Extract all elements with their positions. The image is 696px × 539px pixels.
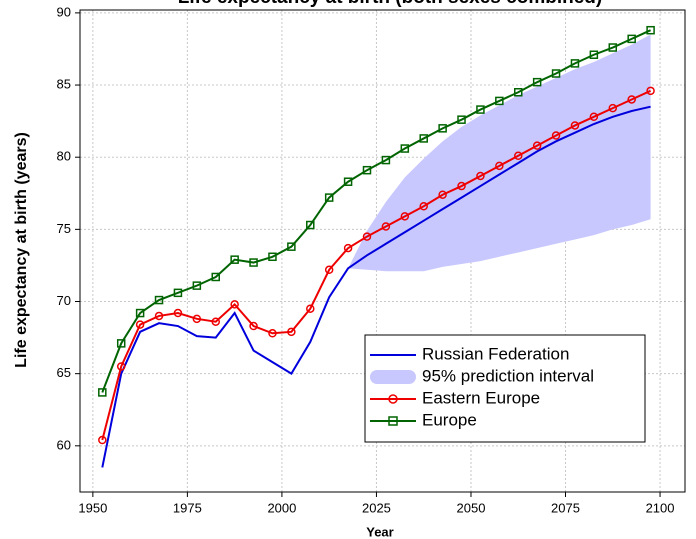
marker (589, 112, 599, 122)
marker (589, 50, 599, 59)
marker (419, 202, 428, 211)
marker (135, 320, 145, 329)
legend-swatch (370, 370, 416, 384)
legend-marker (388, 416, 398, 426)
plot-border (79, 9, 686, 493)
marker (438, 124, 447, 133)
marker (230, 255, 239, 264)
marker (570, 59, 580, 68)
marker (192, 314, 202, 324)
marker (457, 181, 466, 191)
marker (400, 212, 410, 221)
marker (287, 327, 296, 337)
marker (192, 281, 202, 290)
y-tick-label: 85 (57, 76, 71, 91)
marker (268, 329, 277, 338)
marker (646, 86, 655, 96)
marker (306, 220, 315, 230)
marker (438, 190, 447, 199)
marker (362, 232, 372, 241)
marker (495, 96, 504, 106)
marker (173, 288, 183, 298)
legend-label: Europe (422, 410, 477, 429)
marker (400, 144, 410, 153)
marker (513, 88, 523, 97)
marker (173, 308, 183, 318)
marker (116, 362, 126, 371)
x-tick-label: 2050 (457, 500, 486, 515)
marker (343, 177, 353, 186)
y-tick-label: 70 (57, 293, 71, 308)
marker (249, 258, 258, 267)
x-tick-label: 1950 (78, 500, 107, 515)
marker (608, 43, 618, 52)
y-tick-label: 80 (57, 149, 71, 164)
legend-label: Russian Federation (422, 344, 569, 363)
y-axis-label: Life expectancy at birth (years) (13, 132, 30, 368)
marker (249, 321, 258, 331)
y-tick-label: 60 (57, 437, 71, 452)
marker (211, 317, 220, 326)
y-tick-label: 65 (57, 365, 71, 380)
marker (627, 95, 636, 104)
marker (135, 308, 145, 318)
marker (362, 165, 372, 175)
x-tick-label: 2025 (362, 500, 391, 515)
marker (116, 339, 126, 348)
series-line (101, 105, 651, 468)
legend: Russian Federation 95% prediction interva… (364, 334, 646, 443)
legend-label: 95% prediction interval (422, 366, 594, 385)
x-tick-label: 2075 (551, 500, 580, 515)
marker (551, 131, 561, 140)
x-tick-label: 2000 (267, 500, 296, 515)
marker (381, 155, 391, 165)
y-tick-label: 90 (57, 4, 71, 19)
marker (627, 34, 636, 44)
marker (551, 69, 561, 78)
marker (646, 25, 655, 35)
marker (532, 77, 542, 87)
marker (306, 304, 315, 313)
marker (513, 151, 523, 161)
marker (476, 171, 485, 181)
marker (419, 134, 428, 143)
marker (570, 121, 580, 130)
legend-box (364, 334, 646, 443)
marker (324, 265, 334, 275)
marker (268, 252, 277, 262)
marker (608, 103, 618, 113)
x-tick-label: 2100 (646, 500, 675, 515)
legend-marker (388, 394, 398, 404)
marker (98, 388, 107, 397)
marker (324, 193, 334, 202)
prediction-interval (348, 34, 651, 272)
x-axis-label: Year (366, 524, 393, 539)
marker (476, 105, 485, 114)
marker (343, 243, 353, 253)
chart-title: Life expectancy at birth (both sexes com… (178, 0, 602, 8)
x-tick-label: 1975 (173, 500, 202, 515)
marker (154, 311, 164, 321)
legend-label: Eastern Europe (422, 388, 540, 407)
marker (98, 435, 107, 445)
marker (532, 141, 542, 150)
marker (495, 161, 504, 171)
y-tick-label: 75 (57, 221, 71, 236)
marker (230, 300, 239, 309)
marker (457, 115, 466, 124)
marker (381, 222, 391, 231)
marker (287, 242, 296, 251)
marker (211, 272, 220, 282)
marker (154, 295, 164, 305)
